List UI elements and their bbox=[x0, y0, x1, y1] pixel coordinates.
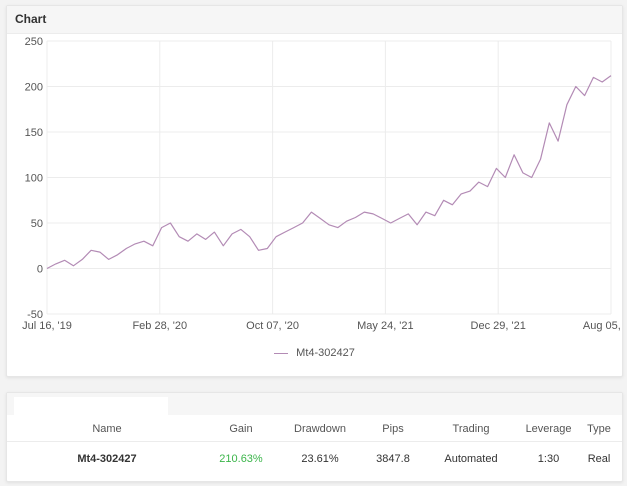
x-tick-label: Aug 05, '... bbox=[583, 320, 622, 332]
col-header-pips[interactable]: Pips bbox=[382, 423, 404, 435]
x-tick-label: May 24, '21 bbox=[357, 320, 414, 332]
tab-strip bbox=[7, 393, 622, 415]
cell-pips: 3847.8 bbox=[365, 441, 421, 476]
y-tick-label: 150 bbox=[25, 127, 43, 139]
x-tick-label: Jul 16, '19 bbox=[22, 320, 72, 332]
accounts-table: Name Gain Drawdown Pips Trading Leverage… bbox=[7, 417, 622, 476]
legend-line-swatch bbox=[274, 352, 289, 354]
col-header-type[interactable]: Type bbox=[587, 423, 611, 435]
table-header-row: Name Gain Drawdown Pips Trading Leverage… bbox=[7, 417, 622, 442]
col-header-drawdown[interactable]: Drawdown bbox=[294, 423, 346, 435]
cell-leverage: 1:30 bbox=[521, 441, 576, 476]
y-tick-label: 100 bbox=[25, 173, 43, 185]
y-tick-label: 200 bbox=[25, 82, 43, 94]
y-tick-label: 0 bbox=[37, 264, 43, 276]
legend-label: Mt4-302427 bbox=[296, 347, 355, 359]
x-tick-label: Oct 07, '20 bbox=[246, 320, 299, 332]
cell-drawdown: 23.61% bbox=[275, 441, 365, 476]
col-header-gain[interactable]: Gain bbox=[229, 423, 253, 435]
x-tick-label: Feb 28, '20 bbox=[132, 320, 187, 332]
cell-gain: 210.63% bbox=[207, 441, 275, 476]
cell-name[interactable]: Mt4-302427 bbox=[7, 441, 207, 476]
chart-legend[interactable]: Mt4-302427 bbox=[7, 347, 622, 359]
chart-card-title: Chart bbox=[7, 6, 622, 34]
chart-card: Chart 250 200 150 100 50 0 -50 Jul 16, '19 Feb 2… bbox=[6, 5, 623, 377]
y-tick-label: -50 bbox=[27, 309, 43, 321]
col-header-leverage[interactable]: Leverage bbox=[525, 423, 572, 435]
tab-active[interactable] bbox=[14, 397, 168, 415]
cell-type: Real bbox=[576, 441, 622, 476]
series-line-mt4-302427 bbox=[46, 75, 612, 270]
x-tick-label: Dec 29, '21 bbox=[471, 320, 526, 332]
cell-trading: Automated bbox=[421, 441, 521, 476]
accounts-table-card: Name Gain Drawdown Pips Trading Leverage… bbox=[6, 392, 623, 482]
y-tick-label: 50 bbox=[31, 218, 43, 230]
col-header-name[interactable]: Name bbox=[92, 423, 122, 435]
y-tick-label: 250 bbox=[25, 36, 43, 48]
col-header-trading[interactable]: Trading bbox=[452, 423, 490, 435]
table-row[interactable]: Mt4-302427 210.63% 23.61% 3847.8 Automat… bbox=[7, 441, 622, 476]
